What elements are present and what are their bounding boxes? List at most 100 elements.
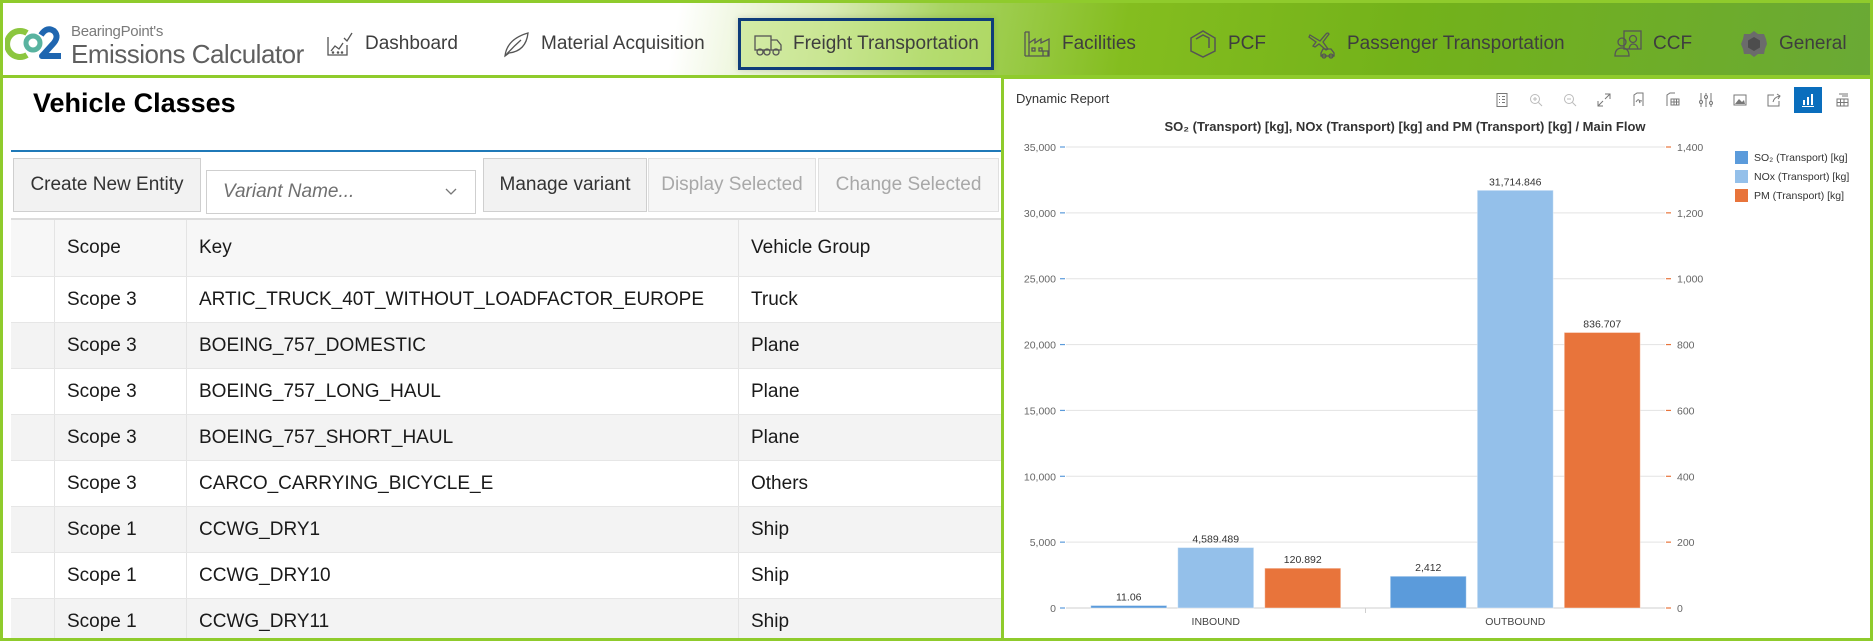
row-selector[interactable]	[11, 369, 55, 414]
svg-text:2,412: 2,412	[1415, 562, 1441, 574]
export-pdf-button[interactable]	[1624, 87, 1652, 113]
cell-scope: Scope 3	[55, 323, 187, 368]
users-icon	[1614, 30, 1642, 57]
chart-title: SO₂ (Transport) [kg], NOx (Transport) [k…	[1164, 119, 1646, 134]
legend-label: NOx (Transport) [kg]	[1754, 170, 1850, 183]
manage-variant-button[interactable]: Manage variant	[483, 158, 647, 212]
cell-vehicle-group: Plane	[751, 380, 800, 402]
legend-toggle-button[interactable]	[1488, 87, 1516, 113]
vehicle-classes-table: Scope Key Vehicle Group Scope 3 ARTIC_TR…	[11, 218, 1003, 638]
display-selected-button[interactable]: Display Selected	[648, 158, 816, 212]
table-row[interactable]: Scope 1 CCWG_DRY10 Ship	[11, 553, 1003, 599]
column-header-vehicle-group[interactable]: Vehicle Group	[751, 237, 871, 258]
nav-ccf[interactable]: CCF	[1601, 18, 1704, 70]
nav-material-acquisition[interactable]: Material Acquisition	[489, 18, 717, 70]
column-header-key[interactable]: Key	[187, 220, 739, 276]
row-selector[interactable]	[11, 323, 55, 368]
nav-label: Passenger Transportation	[1347, 33, 1565, 54]
legend-item-so2[interactable]: SO₂ (Transport) [kg]	[1735, 148, 1849, 167]
cell-key: CCWG_DRY10	[187, 553, 739, 598]
svg-text:836.707: 836.707	[1583, 318, 1621, 330]
report-label: Dynamic Report	[1016, 91, 1110, 106]
select-all-cell[interactable]	[11, 220, 55, 276]
svg-text:1,200: 1,200	[1677, 208, 1703, 220]
legend-icon	[1496, 93, 1508, 107]
table-view-icon	[1836, 93, 1849, 107]
cell-vehicle-group: Ship	[751, 564, 790, 586]
nav-label: Dashboard	[365, 33, 458, 54]
zoom-in-button[interactable]	[1522, 87, 1550, 113]
nav-label: PCF	[1228, 33, 1266, 54]
svg-text:5,000: 5,000	[1030, 537, 1056, 549]
hexagon-box-icon	[1190, 30, 1216, 58]
nav-label: Material Acquisition	[541, 33, 705, 54]
row-selector[interactable]	[11, 507, 55, 552]
svg-text:800: 800	[1677, 340, 1695, 352]
row-selector[interactable]	[11, 461, 55, 506]
export-image-button[interactable]	[1726, 87, 1754, 113]
cell-vehicle-group: Plane	[751, 426, 800, 448]
app-logo[interactable]: BearingPoint's Emissions Calculator	[5, 17, 304, 69]
row-selector[interactable]	[11, 277, 55, 322]
svg-text:20,000: 20,000	[1024, 340, 1056, 352]
svg-text:400: 400	[1677, 471, 1695, 483]
title-divider	[11, 150, 1003, 152]
table-view-button[interactable]	[1828, 87, 1856, 113]
export-excel-button[interactable]	[1658, 87, 1686, 113]
nav-facilities[interactable]: Facilities	[1010, 18, 1148, 70]
nav-label: General	[1779, 33, 1847, 54]
nav-label: CCF	[1653, 33, 1693, 54]
zoom-in-icon	[1530, 94, 1543, 107]
cell-key: CCWG_DRY11	[187, 599, 739, 638]
logo-company: BearingPoint's	[71, 23, 164, 40]
share-button[interactable]	[1760, 87, 1788, 113]
factory-icon	[1024, 31, 1050, 57]
svg-text:35,000: 35,000	[1024, 142, 1056, 154]
svg-text:30,000: 30,000	[1024, 208, 1056, 220]
row-selector[interactable]	[11, 415, 55, 460]
nav-freight-transportation[interactable]: Freight Transportation	[738, 18, 994, 70]
nav-label: Facilities	[1062, 33, 1136, 54]
table-row[interactable]: Scope 1 CCWG_DRY1 Ship	[11, 507, 1003, 553]
chart-view-button[interactable]	[1794, 87, 1822, 113]
chart-legend: SO₂ (Transport) [kg] NOx (Transport) [kg…	[1735, 148, 1849, 205]
create-new-entity-button[interactable]: Create New Entity	[13, 158, 201, 212]
table-row[interactable]: Scope 1 CCWG_DRY11 Ship	[11, 599, 1003, 638]
svg-text:0: 0	[1050, 603, 1056, 615]
cell-key: BOEING_757_LONG_HAUL	[187, 369, 739, 414]
legend-item-pm[interactable]: PM (Transport) [kg]	[1735, 186, 1849, 205]
nav-pcf[interactable]: PCF	[1176, 18, 1278, 70]
nav-passenger-transportation[interactable]: Passenger Transportation	[1295, 18, 1577, 70]
legend-label: PM (Transport) [kg]	[1754, 189, 1845, 202]
cell-vehicle-group: Truck	[751, 288, 798, 310]
table-row[interactable]: Scope 3 CARCO_CARRYING_BICYCLE_E Others	[11, 461, 1003, 507]
legend-item-nox[interactable]: NOx (Transport) [kg]	[1735, 167, 1849, 186]
page-title: Vehicle Classes	[33, 88, 236, 118]
variant-name-select[interactable]: Variant Name...	[206, 170, 476, 214]
table-row[interactable]: Scope 3 BOEING_757_DOMESTIC Plane	[11, 323, 1003, 369]
table-row[interactable]: Scope 3 ARTIC_TRUCK_40T_WITHOUT_LOADFACT…	[11, 277, 1003, 323]
cell-vehicle-group: Ship	[751, 610, 790, 632]
gear-icon	[1741, 31, 1767, 57]
cell-vehicle-group: Plane	[751, 334, 800, 356]
table-row[interactable]: Scope 3 BOEING_757_LONG_HAUL Plane	[11, 369, 1003, 415]
bar-chart: 0 5,000 10,000 15,000 20,000 25,000 30,000 35,0…	[1024, 142, 1704, 628]
cell-scope: Scope 1	[55, 599, 187, 638]
svg-text:15,000: 15,000	[1024, 405, 1056, 417]
svg-text:10,000: 10,000	[1024, 471, 1056, 483]
export-pdf-icon	[1633, 92, 1644, 106]
chart-settings-button[interactable]	[1692, 87, 1720, 113]
dynamic-report-panel: Dynamic Report	[1001, 76, 1873, 641]
zoom-out-button[interactable]	[1556, 87, 1584, 113]
fullscreen-button[interactable]	[1590, 87, 1618, 113]
row-selector[interactable]	[11, 553, 55, 598]
cell-vehicle-group: Ship	[751, 518, 790, 540]
truck-icon	[754, 35, 782, 56]
column-header-scope[interactable]: Scope	[55, 220, 187, 276]
nav-general[interactable]: General	[1727, 18, 1859, 70]
nav-dashboard[interactable]: Dashboard	[313, 18, 470, 70]
row-selector[interactable]	[11, 599, 55, 638]
table-row[interactable]: Scope 3 BOEING_757_SHORT_HAUL Plane	[11, 415, 1003, 461]
change-selected-button[interactable]: Change Selected	[818, 158, 999, 212]
